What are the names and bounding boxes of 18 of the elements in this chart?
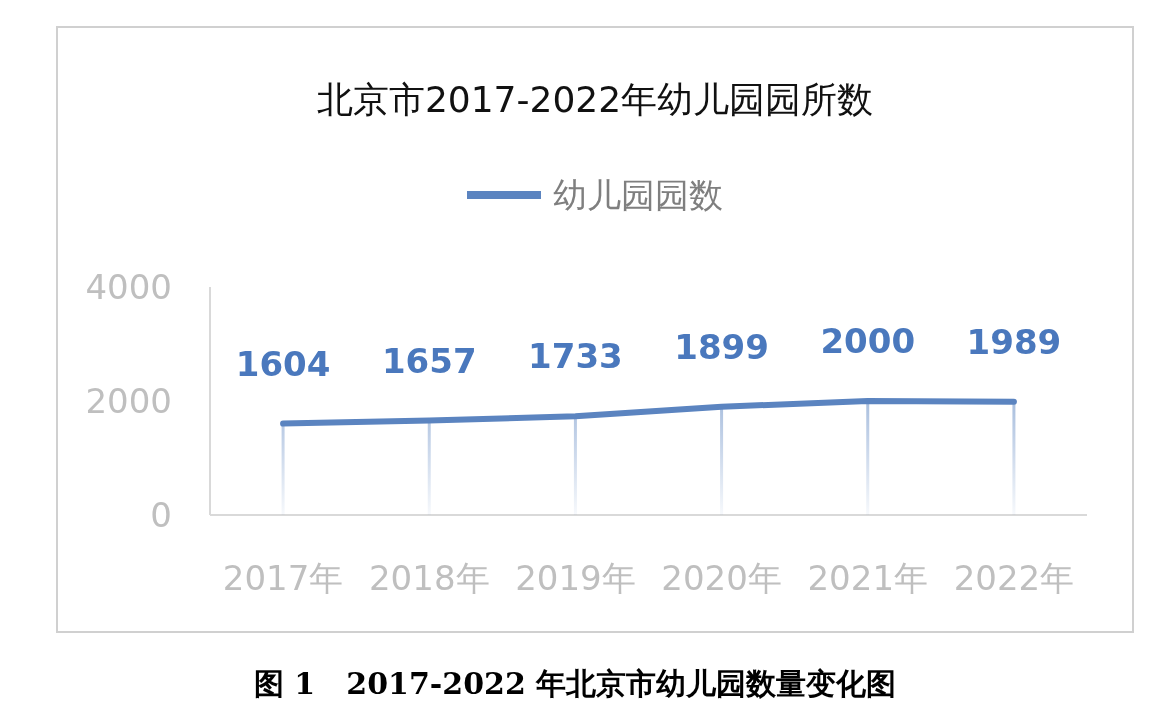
x-tick-label: 2018年 xyxy=(368,558,490,598)
y-tick-label: 2000 xyxy=(85,381,172,421)
data-label: 2000 xyxy=(820,321,916,361)
data-label: 1604 xyxy=(235,343,331,384)
legend-label: 幼儿园园数 xyxy=(553,175,723,215)
x-tick-label: 2022年 xyxy=(953,558,1075,598)
chart-title: 北京市2017-2022年幼儿园园所数 xyxy=(316,79,874,120)
data-label: 1657 xyxy=(381,340,477,381)
data-label: 1733 xyxy=(528,336,623,377)
y-tick-label: 0 xyxy=(150,495,172,535)
x-tick-label: 2017年 xyxy=(222,558,344,598)
x-tick-label: 2021年 xyxy=(807,558,929,598)
y-tick-label: 4000 xyxy=(85,267,172,307)
data-label: 1899 xyxy=(674,326,769,367)
x-tick-label: 2019年 xyxy=(515,558,636,598)
caption: 图 1 2017-2022 年北京市幼儿园数量变化图 xyxy=(253,666,897,701)
data-label: 1989 xyxy=(966,321,1062,362)
x-tick-label: 2020年 xyxy=(661,558,782,598)
